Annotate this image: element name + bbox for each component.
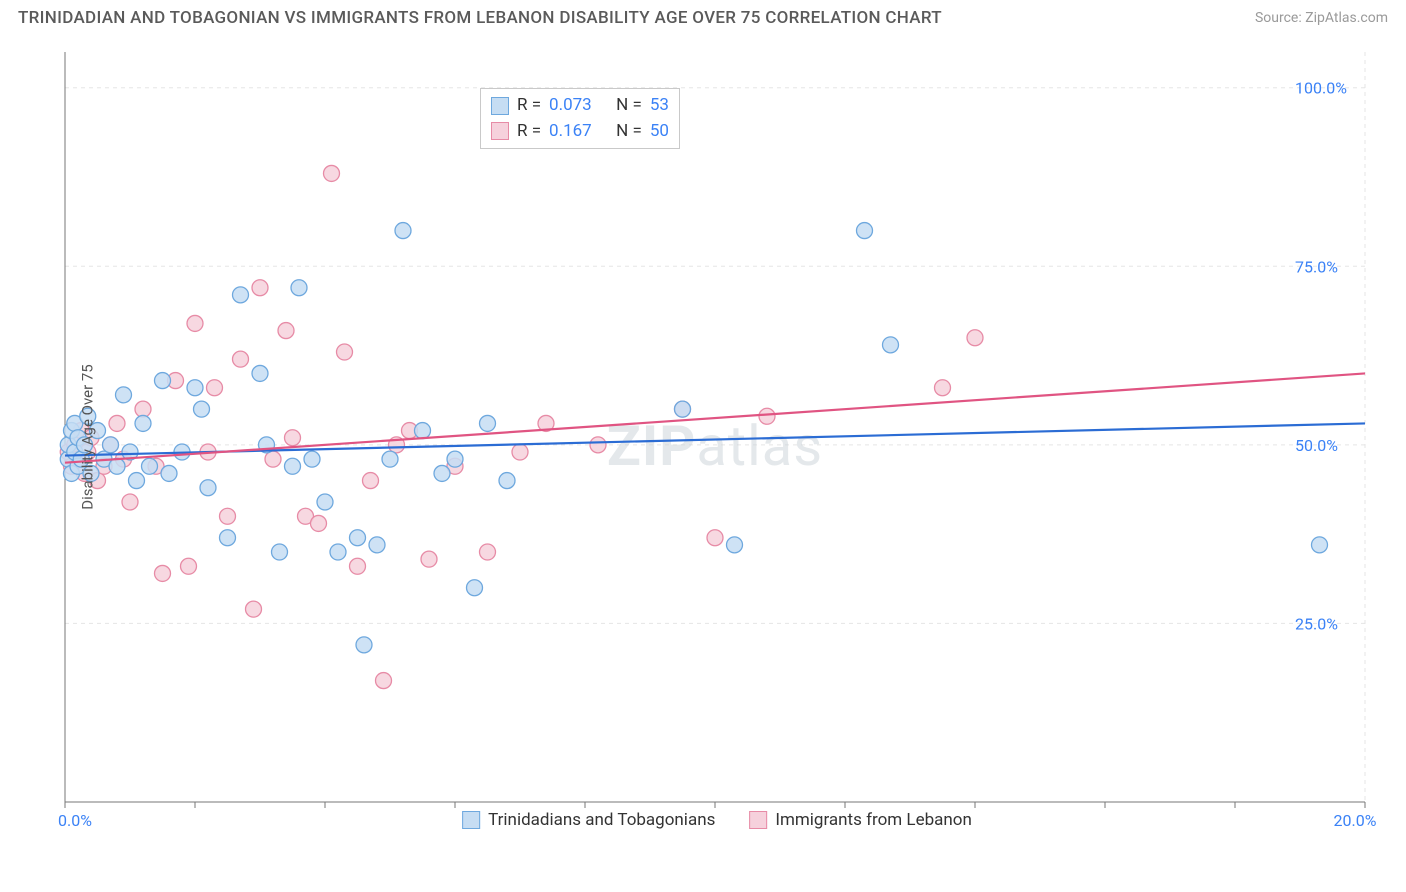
svg-text:100.0%: 100.0% — [1295, 79, 1347, 98]
svg-text:20.0%: 20.0% — [1334, 811, 1377, 830]
legend-row-b: R = 0.167 N = 50 — [491, 119, 669, 145]
svg-text:50.0%: 50.0% — [1295, 436, 1338, 455]
svg-text:75.0%: 75.0% — [1295, 257, 1338, 276]
legend-row-a: R = 0.073 N = 53 — [491, 93, 669, 119]
chart-title: TRINIDADIAN AND TOBAGONIAN VS IMMIGRANTS… — [18, 8, 942, 28]
legend-label-a: Trinidadians and Tobagonians — [488, 810, 715, 830]
swatch-b — [491, 122, 509, 140]
series-legend: Trinidadians and Tobagonians Immigrants … — [462, 810, 972, 830]
svg-text:0.0%: 0.0% — [58, 811, 92, 830]
legend-item-a: Trinidadians and Tobagonians — [462, 810, 715, 830]
n-value-a: 53 — [650, 93, 669, 119]
r-prefix: R = — [517, 93, 541, 119]
r-value-b: 0.167 — [549, 119, 592, 145]
source-label: Source: ZipAtlas.com — [1255, 10, 1388, 26]
r-value-a: 0.073 — [549, 93, 592, 119]
y-axis-label: Disability Age Over 75 — [79, 364, 97, 509]
swatch-b — [749, 811, 767, 829]
scatter-chart-svg: 25.0%50.0%75.0%100.0%0.0%20.0%ZIPatlas — [45, 42, 1389, 832]
n-prefix: N = — [616, 119, 642, 145]
n-value-b: 50 — [650, 119, 669, 145]
swatch-a — [462, 811, 480, 829]
correlation-legend: R = 0.073 N = 53 R = 0.167 N = 50 — [480, 88, 680, 149]
r-prefix: R = — [517, 119, 541, 145]
svg-text:25.0%: 25.0% — [1295, 614, 1338, 633]
legend-item-b: Immigrants from Lebanon — [749, 810, 972, 830]
legend-label-b: Immigrants from Lebanon — [775, 810, 972, 830]
n-prefix: N = — [616, 93, 642, 119]
swatch-a — [491, 97, 509, 115]
chart-area: Disability Age Over 75 R = 0.073 N = 53 … — [45, 42, 1389, 832]
